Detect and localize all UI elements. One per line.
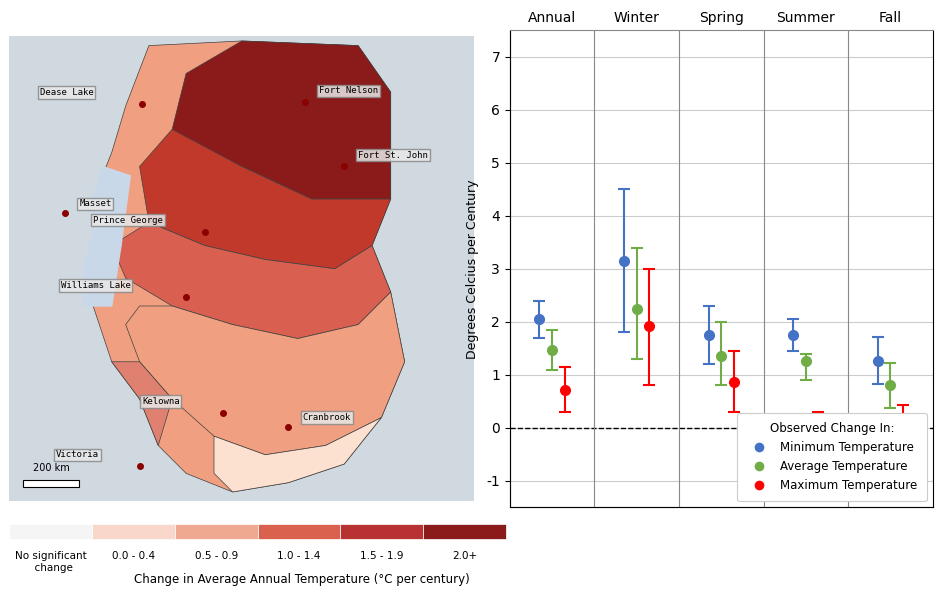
Polygon shape: [93, 167, 130, 246]
Bar: [92, 524, 175, 539]
Text: NS: NS: [813, 473, 824, 482]
Text: 2.0+: 2.0+: [452, 551, 477, 561]
Text: Dease Lake: Dease Lake: [40, 88, 93, 97]
Bar: [340, 524, 423, 539]
Text: NS: NS: [885, 417, 896, 426]
Text: 1.0 - 1.4: 1.0 - 1.4: [277, 551, 320, 561]
Bar: [24, 480, 79, 487]
Bar: [175, 524, 258, 539]
Text: Fort Nelson: Fort Nelson: [318, 86, 378, 95]
Legend: Minimum Temperature, Average Temperature, Maximum Temperature: Minimum Temperature, Average Temperature…: [738, 413, 927, 501]
Bar: [423, 524, 506, 539]
Text: Fort St. John: Fort St. John: [358, 150, 428, 159]
Text: Masset: Masset: [79, 199, 111, 208]
Text: 0.0 - 0.4: 0.0 - 0.4: [112, 551, 155, 561]
Text: Victoria: Victoria: [56, 451, 99, 460]
Polygon shape: [84, 231, 121, 306]
Text: Williams Lake: Williams Lake: [60, 281, 130, 290]
Polygon shape: [93, 41, 405, 492]
Bar: [9, 524, 92, 539]
Text: Prince George: Prince George: [93, 216, 163, 225]
Text: 0.5 - 0.9: 0.5 - 0.9: [195, 551, 238, 561]
Text: No significant
  change: No significant change: [15, 551, 87, 573]
Polygon shape: [112, 362, 172, 446]
Text: Change in Average Annual Temperature (°C per century): Change in Average Annual Temperature (°C…: [134, 573, 469, 586]
Y-axis label: Degrees Celcius per Century: Degrees Celcius per Century: [466, 179, 479, 359]
Polygon shape: [172, 41, 391, 199]
Text: NS: NS: [897, 475, 909, 483]
Text: Kelowna: Kelowna: [142, 397, 180, 406]
Text: Cranbrook: Cranbrook: [302, 413, 350, 422]
Text: 1.5 - 1.9: 1.5 - 1.9: [360, 551, 403, 561]
Polygon shape: [214, 417, 382, 492]
Polygon shape: [139, 129, 391, 269]
Polygon shape: [125, 292, 405, 455]
Bar: [258, 524, 340, 539]
Polygon shape: [112, 222, 391, 338]
Text: 200 km: 200 km: [33, 463, 70, 474]
